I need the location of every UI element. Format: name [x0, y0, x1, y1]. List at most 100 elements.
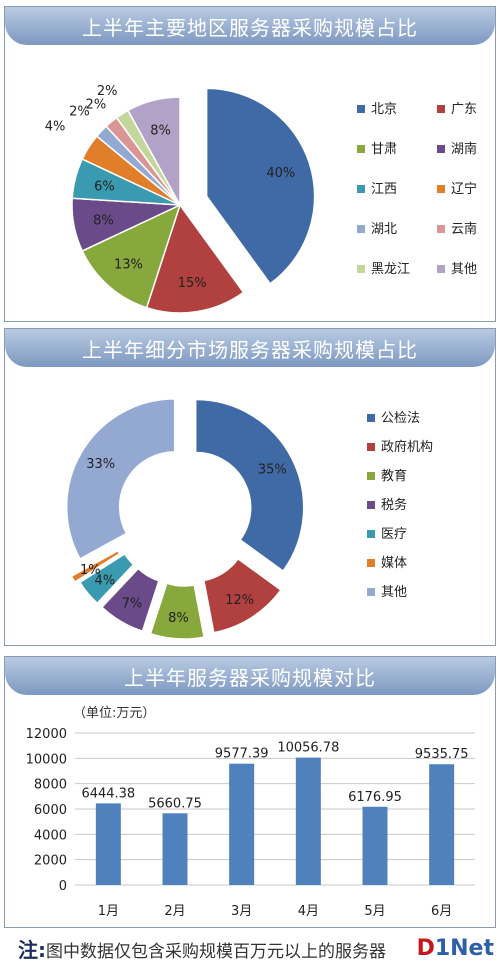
region-pie-slice-9 [126, 96, 181, 206]
region-pie-legend-swatch-7 [437, 225, 445, 233]
region-pie-label-7: 2% [86, 97, 107, 112]
footnote: 注:图中数据仅包含采购规模百万元以上的服务器 [18, 934, 386, 963]
bar-5 [429, 764, 455, 885]
market-donut-label-6: 33% [86, 457, 115, 472]
region-pie-legend-label-6: 湖北 [371, 222, 397, 237]
market-donut-legend-label-1: 政府机构 [381, 440, 433, 455]
market-donut-label-1: 12% [225, 593, 254, 608]
bar-category-label-5: 6月 [431, 904, 452, 919]
region-pie-legend-swatch-6 [357, 225, 365, 233]
region-pie-legend-swatch-2 [357, 145, 365, 153]
bar-value-label-2: 9577.39 [215, 747, 269, 762]
bar-ytick-5: 10000 [26, 752, 67, 767]
market-donut-legend-swatch-3 [367, 501, 375, 509]
region-pie-slice-2 [81, 203, 182, 309]
region-pie-legend-swatch-8 [357, 265, 365, 273]
bar-value-label-4: 6176.95 [348, 790, 402, 805]
region-pie-label-4: 6% [94, 180, 115, 195]
bar-value-label-0: 6444.38 [81, 786, 135, 801]
region-pie-slice-1 [145, 203, 245, 314]
region-pie-legend-swatch-3 [437, 145, 445, 153]
bar-value-label-3: 10056.78 [277, 741, 339, 756]
d1net-logo: D1Net [416, 936, 494, 961]
region-pie-legend-label-2: 甘肃 [371, 142, 397, 157]
market-donut-legend-swatch-6 [367, 588, 375, 596]
region-pie-legend-swatch-1 [437, 105, 445, 113]
market-donut-legend-label-2: 教育 [381, 468, 407, 484]
region-pie-label-5: 4% [45, 120, 66, 135]
footnote-mark: 注: [18, 938, 46, 962]
region-pie-label-0: 40% [266, 166, 295, 181]
region-pie-legend-label-5: 辽宁 [451, 181, 477, 197]
region-pie-legend-swatch-4 [357, 185, 365, 193]
market-donut-legend-label-5: 媒体 [381, 556, 407, 571]
market-donut-slice-3 [100, 567, 160, 633]
region-pie-legend-swatch-9 [437, 265, 445, 273]
region-pie-label-2: 13% [114, 258, 143, 273]
market-donut-label-3: 7% [122, 597, 143, 612]
monthly-bar-panel: 上半年服务器采购规模对比 （单位:万元） 0 2000 4000 6000 8000 10… [4, 656, 496, 928]
region-pie-legend-label-4: 江西 [371, 182, 397, 197]
region-pie-legend-swatch-5 [437, 185, 445, 193]
bar-2 [229, 763, 255, 885]
region-pie-label-1: 15% [178, 276, 207, 291]
market-donut-legend-label-6: 其他 [381, 585, 407, 600]
market-donut-legend-swatch-4 [367, 530, 375, 538]
bar-ytick-0: 0 [59, 879, 67, 894]
market-donut-legend-swatch-0 [367, 414, 375, 422]
bar-unit-label: （单位:万元） [73, 706, 155, 721]
market-donut-legend-label-4: 医疗 [381, 527, 407, 542]
market-donut-label-4: 4% [95, 573, 116, 588]
bar-4 [362, 806, 388, 885]
market-donut-legend-swatch-1 [367, 443, 375, 451]
market-donut-label-0: 35% [258, 463, 287, 478]
region-pie-label-3: 8% [93, 214, 114, 229]
region-pie-legend-label-1: 广东 [451, 102, 477, 117]
bar-category-label-3: 4月 [298, 904, 319, 919]
bar-ytick-1: 2000 [34, 854, 67, 869]
market-donut-slice-6 [65, 398, 176, 560]
market-donut-legend-label-3: 税务 [381, 497, 407, 513]
market-donut-slice-0 [194, 398, 305, 573]
bar-ytick-6: 12000 [26, 727, 67, 742]
bar-ytick-2: 4000 [34, 828, 67, 843]
market-donut-slice-1 [203, 557, 282, 634]
market-donut-slice-5 [70, 549, 121, 584]
bar-0 [95, 803, 121, 885]
region-pie-legend-label-8: 黑龙江 [371, 262, 410, 277]
region-pie-slice-0 [205, 87, 316, 285]
bar-ytick-4: 8000 [34, 778, 67, 793]
market-donut-title: 上半年细分市场服务器采购规模占比 [5, 329, 495, 367]
bar-category-label-2: 3月 [231, 904, 252, 919]
bar-category-label-4: 5月 [364, 904, 385, 919]
bar-value-label-5: 9535.75 [415, 747, 469, 762]
bar-category-label-1: 2月 [164, 904, 185, 919]
footnote-text: 图中数据仅包含采购规模百万元以上的服务器 [46, 942, 386, 962]
region-pie-panel: 上半年主要地区服务器采购规模占比 40% 15% 13% 8% 6% 4% 2% 2% 2% 8%… [4, 6, 496, 322]
market-donut-legend-swatch-5 [367, 559, 375, 567]
region-pie-legend-swatch-0 [357, 105, 365, 113]
market-donut-slice-4 [78, 552, 135, 605]
region-pie-legend-label-0: 北京 [371, 102, 397, 117]
market-donut-panel: 上半年细分市场服务器采购规模占比 35% 12% 8% 7% 4% 1% 33% 公检法政府… [4, 328, 496, 646]
bar-1 [162, 813, 188, 885]
region-pie-title: 上半年主要地区服务器采购规模占比 [5, 7, 495, 45]
market-donut-legend-label-0: 公检法 [381, 411, 420, 426]
market-donut-legend-swatch-2 [367, 472, 375, 480]
market-donut-label-5: 1% [80, 563, 101, 578]
region-pie-legend-label-3: 湖南 [451, 141, 477, 157]
monthly-bar-title: 上半年服务器采购规模对比 [5, 657, 495, 695]
market-donut-slice-2 [149, 582, 205, 640]
region-pie-legend-label-9: 其他 [451, 262, 477, 277]
bar-value-label-1: 5660.75 [148, 796, 202, 811]
region-pie-label-6: 2% [69, 105, 90, 120]
bar-3 [295, 757, 321, 885]
market-donut-label-2: 8% [168, 611, 189, 626]
region-pie-label-9: 8% [150, 123, 171, 138]
bar-ytick-3: 6000 [34, 803, 67, 818]
region-pie-label-8: 2% [97, 84, 118, 99]
bar-category-label-0: 1月 [98, 904, 119, 919]
monthly-bar-chart: （单位:万元） 0 2000 4000 6000 8000 10000 12000 6444… [26, 706, 475, 919]
